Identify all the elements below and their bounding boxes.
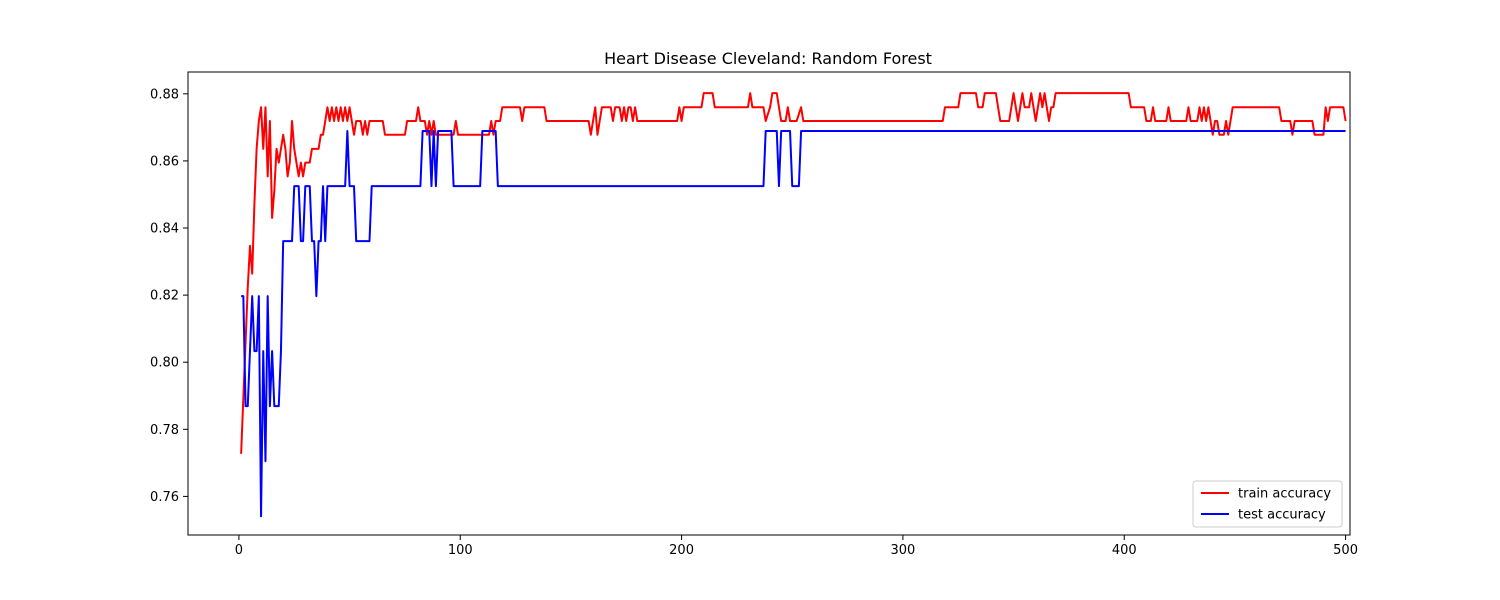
x-tick-label: 400	[1112, 543, 1137, 558]
axes-layer: 0 100 200 300 400 500 0.76 0.78 0.80 0.82 0.84 0.86…	[150, 87, 1358, 558]
x-tick-label: 300	[890, 543, 915, 558]
legend-box	[1192, 480, 1343, 528]
y-tick-label: 0.82	[150, 289, 179, 304]
series-line-train-accuracy	[240, 92, 1347, 454]
x-tick-label: 0	[235, 543, 243, 558]
y-tick-label: 0.78	[150, 423, 179, 438]
plot-area-frame	[187, 71, 1351, 536]
y-tick-label: 0.88	[150, 87, 179, 102]
series-layer	[240, 92, 1347, 518]
legend: train accuracy test accuracy	[1192, 480, 1343, 528]
legend-label: train accuracy	[1238, 487, 1331, 502]
y-tick-label: 0.86	[150, 154, 179, 169]
series-line-test-accuracy	[241, 130, 1346, 518]
legend-label: test accuracy	[1238, 508, 1326, 523]
x-tick-label: 200	[669, 543, 694, 558]
x-tick-label: 100	[448, 543, 473, 558]
y-tick-label: 0.84	[150, 222, 179, 237]
x-tick-label: 500	[1333, 543, 1358, 558]
y-tick-label: 0.80	[150, 356, 179, 371]
chart-title: Heart Disease Cleveland: Random Forest	[604, 49, 932, 68]
y-tick-label: 0.76	[150, 490, 179, 505]
